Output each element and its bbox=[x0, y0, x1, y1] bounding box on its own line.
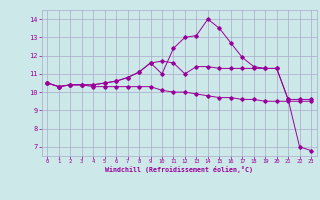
X-axis label: Windchill (Refroidissement éolien,°C): Windchill (Refroidissement éolien,°C) bbox=[105, 166, 253, 173]
